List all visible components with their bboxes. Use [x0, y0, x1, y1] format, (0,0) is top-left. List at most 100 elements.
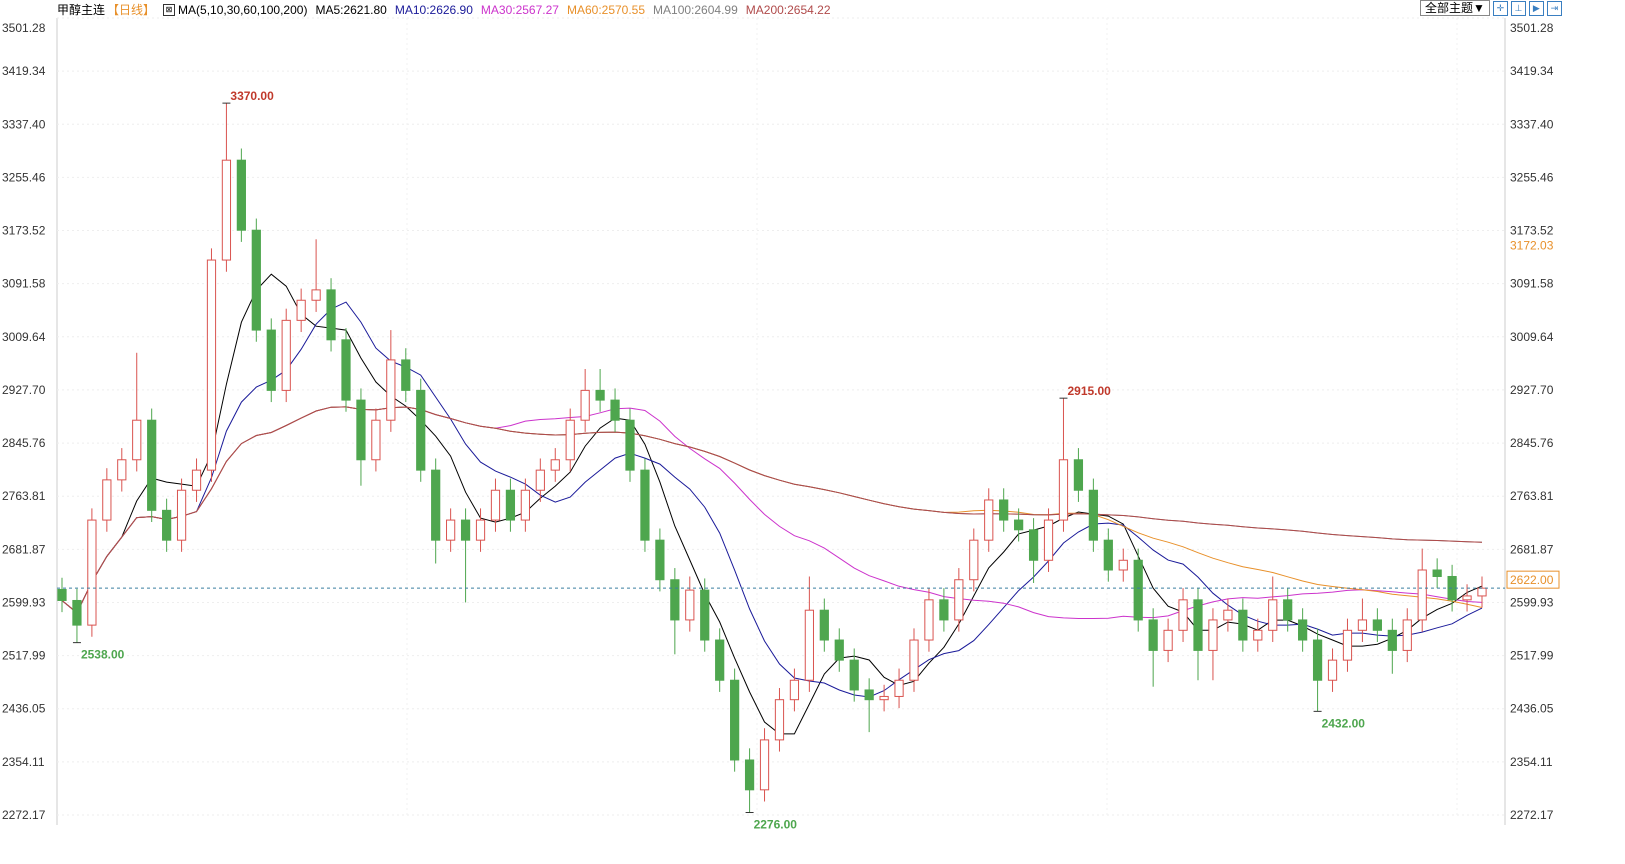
candle-up: [1253, 629, 1263, 641]
y-tick-label-right: 2763.81: [1510, 489, 1554, 503]
candle-up: [296, 299, 306, 321]
candle-down: [401, 359, 411, 391]
candle-down: [356, 399, 366, 461]
y-tick-label-left: 2599.93: [2, 595, 46, 609]
candle-up: [1477, 587, 1487, 597]
candle-down: [236, 159, 246, 231]
last-price-box: [1506, 570, 1560, 589]
step-forward-icon[interactable]: ▶: [1528, 0, 1544, 16]
candle-down: [595, 389, 605, 401]
candle-up: [1417, 569, 1427, 621]
candle-down: [251, 229, 261, 331]
y-tick-label-left: 3337.40: [2, 117, 46, 131]
candle-down: [1103, 539, 1113, 571]
candle-up: [909, 639, 919, 681]
candle-down: [147, 419, 157, 511]
candle-up: [969, 539, 979, 581]
right-marker-label: 3172.03: [1510, 238, 1554, 252]
ma-value: MA100:2604.99: [653, 2, 738, 17]
candle-down: [460, 519, 471, 541]
y-tick-label-right: 2681.87: [1510, 542, 1554, 556]
candle-up: [1402, 619, 1412, 651]
candle-up: [446, 519, 456, 541]
period-label[interactable]: 【日线】: [107, 3, 156, 17]
candle-down: [939, 599, 949, 621]
y-tick-label-left: 2436.05: [2, 702, 46, 716]
crosshair-icon[interactable]: ✛: [1492, 0, 1508, 16]
candle-up: [565, 419, 575, 461]
candle-up: [386, 359, 396, 421]
candle-up: [774, 699, 785, 741]
candle-down: [819, 609, 829, 641]
y-tick-label-right: 2517.99: [1510, 649, 1554, 663]
candle-down: [1312, 639, 1323, 681]
y-tick-label-left: 2517.99: [2, 649, 46, 663]
candle-up: [580, 389, 590, 421]
candle-down: [1073, 459, 1084, 491]
y-tick-label-right: 2272.17: [1510, 808, 1554, 822]
ma-value: MA30:2567.27: [480, 2, 559, 17]
ma-value: MA10:2626.90: [394, 2, 473, 17]
candle-up: [206, 259, 217, 471]
low-label: 2276.00: [754, 818, 798, 832]
candle-up: [1208, 619, 1218, 651]
candle-up: [1268, 599, 1278, 631]
ma-value: MA200:2654.22: [745, 2, 831, 17]
candle-up: [281, 319, 291, 391]
candle-down: [1238, 609, 1248, 641]
candle-down: [1283, 599, 1293, 621]
jump-end-icon[interactable]: ⇥: [1546, 0, 1562, 16]
candle-down: [326, 289, 336, 341]
candle-down: [744, 759, 755, 791]
y-tick-label-right: 3337.40: [1510, 117, 1554, 131]
ma200-line: [61, 406, 1483, 614]
ma-indicator-icon[interactable]: ⊠: [163, 3, 176, 16]
candle-up: [176, 489, 187, 541]
candle-up: [87, 519, 97, 626]
y-tick-label-right: 2354.11: [1510, 755, 1553, 769]
ma-value: MA60:2570.55: [566, 2, 646, 17]
y-tick-label-right: 3091.58: [1510, 277, 1554, 291]
candle-up: [804, 609, 814, 681]
low-label: 2538.00: [81, 648, 125, 662]
candle-down: [57, 588, 67, 601]
candle-up: [550, 459, 560, 471]
y-tick-label-left: 3419.34: [2, 64, 46, 78]
candle-down: [640, 469, 650, 541]
candle-up: [759, 739, 770, 791]
candle-down: [1372, 619, 1382, 631]
y-tick-label-left: 2354.11: [2, 755, 45, 769]
candle-up: [221, 159, 232, 261]
y-tick-label-left: 2272.17: [2, 808, 46, 822]
candle-down: [700, 589, 710, 641]
candle-down: [655, 539, 665, 581]
candle-down: [1387, 629, 1397, 651]
y-tick-label-right: 3419.34: [1510, 64, 1554, 78]
last-price-label: 2622.00: [1510, 573, 1554, 587]
y-tick-label-left: 2763.81: [2, 489, 46, 503]
candle-up: [789, 679, 800, 701]
candle-down: [715, 639, 725, 681]
candle-up: [1342, 629, 1353, 661]
candle-down: [416, 389, 426, 471]
theme-dropdown[interactable]: 全部主题▼: [1420, 0, 1490, 16]
candle-up: [132, 419, 142, 461]
candle-down: [625, 419, 635, 471]
candle-down: [1148, 619, 1158, 651]
candle-down: [834, 639, 844, 661]
y-tick-label-left: 3501.28: [2, 21, 46, 35]
y-tick-label-left: 3255.46: [2, 170, 46, 184]
low-label: 2432.00: [1322, 716, 1366, 730]
candle-down: [610, 399, 620, 421]
candle-down: [341, 339, 351, 401]
zoom-range-icon[interactable]: ⊥: [1510, 0, 1526, 16]
candle-up: [1118, 559, 1128, 571]
y-tick-label-right: 3255.46: [1510, 170, 1554, 184]
candle-up: [1178, 599, 1188, 631]
ma30-line: [61, 406, 1483, 619]
candle-up: [879, 695, 889, 701]
y-tick-label-right: 3009.64: [1510, 330, 1554, 344]
candle-up: [1357, 619, 1368, 631]
candle-down: [72, 599, 82, 626]
